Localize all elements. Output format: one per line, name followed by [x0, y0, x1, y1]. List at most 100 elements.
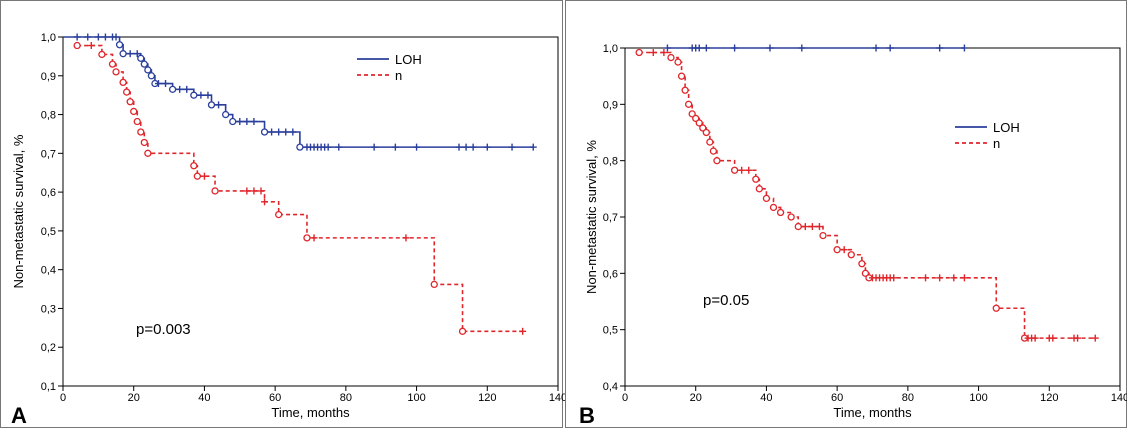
censor-mark-n — [815, 223, 823, 231]
censor-mark-loh — [215, 101, 223, 109]
y-tick-label: 1,0 — [41, 32, 56, 44]
censor-mark-loh — [133, 50, 141, 58]
censor-mark-n — [936, 274, 944, 282]
event-marker-n — [709, 147, 718, 155]
panel-label-b: B — [579, 403, 595, 428]
legend-label-n: n — [993, 136, 1000, 151]
censor-mark-loh — [872, 44, 880, 52]
y-tick-label: 0,8 — [41, 110, 56, 122]
censor-mark-n — [890, 274, 898, 282]
y-axis-label: Non-metastatic survival, % — [584, 140, 599, 294]
censor-mark-loh — [84, 33, 92, 41]
event-marker-n — [144, 149, 152, 157]
censor-mark-n — [250, 187, 258, 195]
event-marker-n — [430, 280, 438, 289]
censor-mark-n — [257, 187, 265, 195]
y-tick-label: 0,5 — [603, 325, 618, 337]
event-marker-n — [140, 138, 148, 147]
censor-mark-loh — [391, 143, 399, 151]
censor-mark-n — [745, 166, 753, 174]
censor-mark-loh — [268, 128, 276, 136]
censor-mark-loh — [462, 143, 470, 151]
event-marker-loh — [168, 85, 177, 93]
y-tick-label: 0,5 — [41, 226, 56, 238]
event-marker-n — [667, 53, 675, 62]
event-marker-loh — [190, 91, 198, 99]
legend-label-n: n — [395, 68, 402, 83]
chart-panel-b: 0 20 40 60 80 100 120 140 0,4 0,5 0,6 0,7 0,8 0,9 1,0 T… — [565, 0, 1127, 428]
x-tick-label: 120 — [1040, 392, 1058, 404]
censor-mark-n — [922, 274, 930, 282]
y-tick-label: 0,8 — [603, 156, 618, 168]
censor-mark-loh — [112, 33, 120, 41]
event-marker-n — [776, 208, 785, 217]
censor-mark-loh — [101, 33, 109, 41]
x-axis-label: Time, months — [271, 405, 350, 420]
censor-mark-n — [960, 274, 968, 282]
censor-mark-n — [261, 198, 269, 206]
x-tick-label: 120 — [478, 392, 496, 404]
censor-mark-loh — [176, 85, 184, 93]
event-marker-n — [112, 68, 120, 76]
event-marker-n — [706, 138, 714, 146]
y-tick-label: 0,9 — [603, 99, 618, 111]
censor-mark-n — [660, 49, 668, 57]
censor-mark-n — [1091, 334, 1099, 342]
censor-mark-loh — [936, 44, 944, 52]
event-marker-n — [190, 162, 198, 170]
x-tick-label: 100 — [407, 392, 425, 404]
survival-chart-a: 0 20 40 60 80 100 120 140 0,1 0,2 0,3 0,4 0,5 0,6 0,7 0… — [11, 32, 567, 420]
event-marker-n — [787, 213, 795, 221]
x-tick-label: 140 — [1111, 392, 1127, 404]
censor-mark-n — [402, 234, 410, 242]
plot-frame — [624, 47, 1121, 387]
event-marker-n — [137, 128, 145, 136]
event-marker-n — [858, 260, 866, 268]
chart-panel-a: 0 20 40 60 80 100 120 140 0,1 0,2 0,3 0,4 0,5 0,6 0,7 0… — [0, 0, 567, 428]
x-tick-label: 40 — [198, 392, 210, 404]
censor-mark-n — [1031, 334, 1039, 342]
censor-mark-loh — [126, 50, 134, 58]
y-tick-label: 0,4 — [603, 381, 618, 393]
event-marker-loh — [119, 50, 127, 58]
legend-label-loh: LOH — [993, 120, 1020, 135]
event-marker-loh — [140, 60, 148, 68]
event-marker-loh — [137, 54, 145, 62]
x-tick-label: 100 — [969, 392, 987, 404]
event-marker-n — [684, 100, 693, 108]
censor-mark-n — [87, 42, 95, 50]
censor-mark-loh — [289, 128, 297, 136]
censor-mark-n — [950, 274, 958, 282]
plot-frame — [62, 36, 559, 387]
y-tick-label: 0,7 — [41, 148, 56, 160]
x-tick-label: 80 — [902, 392, 914, 404]
censor-mark-n — [1074, 334, 1082, 342]
censor-mark-loh — [529, 143, 537, 151]
y-axis-label: Non-metastatic survival, % — [11, 134, 26, 288]
event-marker-loh — [147, 72, 156, 80]
censor-mark-loh — [162, 80, 170, 88]
censor-mark-n — [310, 234, 318, 242]
x-tick-label: 60 — [831, 392, 843, 404]
event-marker-n — [752, 175, 760, 183]
censor-mark-loh — [798, 44, 806, 52]
censor-mark-loh — [275, 128, 283, 136]
censor-mark-n — [649, 49, 657, 57]
event-marker-n — [126, 98, 134, 106]
censor-mark-loh — [886, 44, 894, 52]
censor-mark-loh — [702, 44, 710, 52]
event-marker-n — [755, 185, 764, 193]
censor-mark-n — [808, 223, 816, 231]
censor-mark-loh — [204, 91, 212, 99]
censor-mark-loh — [413, 143, 421, 151]
censor-mark-n — [243, 187, 251, 195]
censor-mark-loh — [324, 143, 332, 151]
event-marker-n — [730, 166, 739, 174]
x-tick-label: 0 — [60, 392, 66, 404]
censor-mark-loh — [94, 33, 102, 41]
event-marker-n — [108, 60, 117, 68]
y-tick-label: 0,6 — [603, 268, 618, 280]
event-marker-n — [275, 210, 283, 219]
event-marker-loh — [115, 41, 124, 49]
panel-label-a: A — [11, 403, 27, 428]
